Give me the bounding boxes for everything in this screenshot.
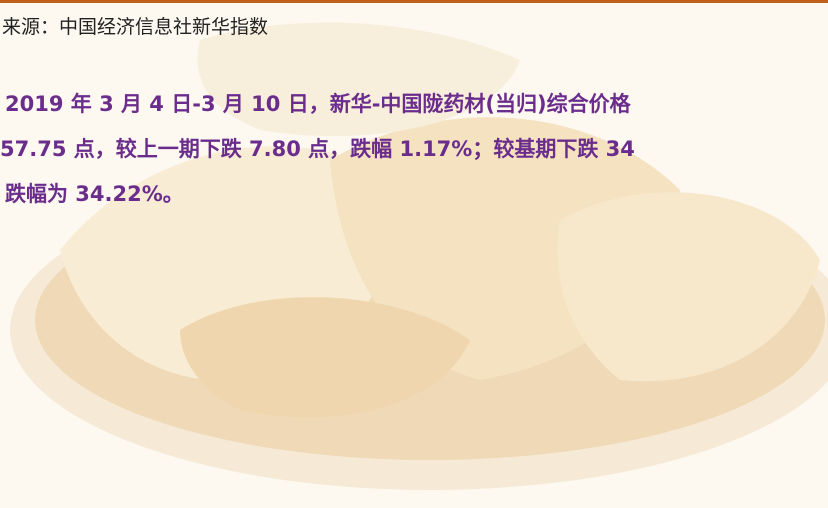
source-text: 来源：中国经济信息社新华指数	[2, 16, 269, 38]
slice	[557, 192, 820, 382]
paragraph-line: 57.75 点，较上一期下跌 7.80 点，跌幅 1.17%；较基期下跌 34	[0, 137, 635, 161]
slice	[180, 297, 470, 418]
paragraph-line: 2019 年 3 月 4 日-3 月 10 日，新华-中国陇药材(当归)综合价格	[5, 92, 631, 116]
slice	[197, 22, 520, 137]
paragraph-line: 跌幅为 34.22%。	[5, 182, 184, 206]
top-rule	[0, 0, 828, 3]
